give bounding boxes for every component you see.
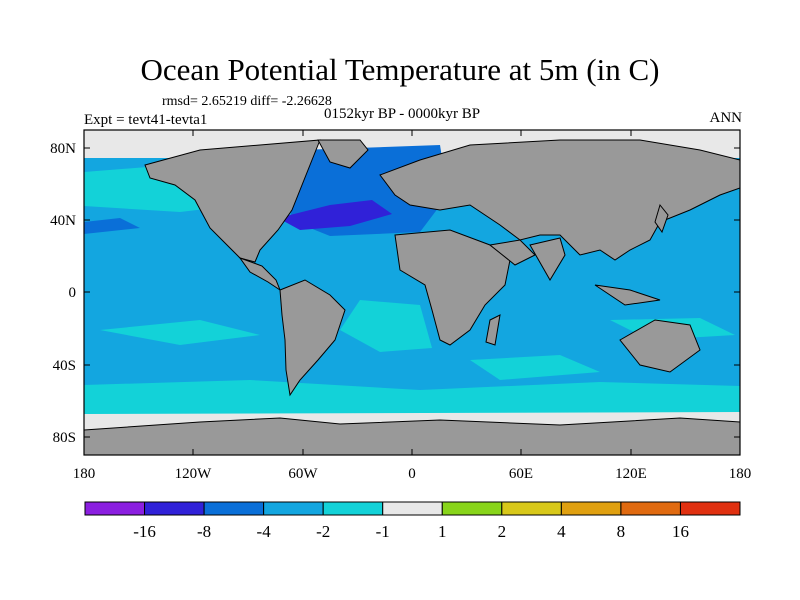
- colorbar-box: [679, 501, 741, 516]
- colorbar-labels: -16 -8 -4 -2 -1 1 2 4 8 16: [133, 522, 689, 541]
- north-america: [144, 139, 321, 263]
- north-pacific-cooling: [84, 218, 140, 234]
- colorbar-box: [263, 501, 324, 516]
- y-tick-label: 80N: [50, 141, 76, 157]
- colorbar-box: [144, 501, 205, 516]
- colorbar-label: -1: [376, 522, 390, 541]
- australia: [619, 319, 701, 373]
- y-tick-label: 40S: [53, 358, 76, 374]
- india: [529, 237, 566, 281]
- colorbar-label: 16: [672, 522, 689, 541]
- colorbar-label: -4: [257, 522, 272, 541]
- indonesia: [594, 284, 661, 306]
- land: [84, 139, 740, 455]
- colorbar-label: 4: [557, 522, 566, 541]
- colorbar-label: 8: [617, 522, 626, 541]
- colorbar-box: [203, 501, 265, 516]
- x-tick-label: 180: [73, 466, 96, 482]
- x-tick-labels: 180 120W 60W 0 60E 120E 180: [73, 466, 752, 482]
- colorbar-boxes: [84, 501, 741, 516]
- colorbar-box: [501, 501, 562, 516]
- antarctica: [84, 417, 740, 455]
- colorbar-label: -8: [197, 522, 211, 541]
- y-tick-labels: 80N 40N 0 40S 80S: [50, 141, 76, 446]
- tropical-atlantic-cyan: [340, 300, 432, 352]
- x-tick-label: 120W: [175, 466, 213, 482]
- y-tick-label: 80S: [53, 430, 76, 446]
- x-tick-label: 0: [408, 466, 416, 482]
- period-label: 0152kyr BP - 0000kyr BP: [324, 106, 481, 122]
- plot-title: Ocean Potential Temperature at 5m (in C): [140, 52, 660, 87]
- season-label: ANN: [709, 110, 743, 126]
- colorbar-label: 2: [498, 522, 507, 541]
- colorbar-label: -2: [316, 522, 330, 541]
- pacific-cyan-1: [100, 320, 260, 345]
- experiment-label: Expt = tevt41-tevta1: [84, 112, 208, 128]
- eurasia: [379, 139, 740, 261]
- stats-text: rmsd= 2.65219 diff= -2.26628: [162, 94, 332, 109]
- x-tick-label: 180: [729, 466, 752, 482]
- south-america: [279, 279, 346, 397]
- madagascar: [485, 314, 501, 346]
- y-tick-label: 0: [69, 285, 77, 301]
- colorbar-label: -16: [133, 522, 156, 541]
- greenland: [317, 139, 369, 169]
- x-axis: [83, 130, 741, 455]
- colorbar-box: [322, 501, 384, 516]
- arabia: [488, 239, 536, 266]
- colorbar-box: [84, 501, 146, 516]
- colorbar-box: [620, 501, 681, 516]
- x-tick-label: 120E: [615, 466, 647, 482]
- indian-cyan: [470, 355, 600, 380]
- japan: [654, 203, 669, 234]
- y-axis: [84, 147, 740, 438]
- x-tick-label: 60W: [288, 466, 318, 482]
- colorbar-box: [441, 501, 503, 516]
- colorbar-box: [382, 501, 443, 516]
- x-tick-label: 60E: [509, 466, 533, 482]
- southern-cyan-band: [84, 380, 740, 414]
- colorbar-label: 1: [438, 522, 447, 541]
- y-tick-label: 40N: [50, 213, 76, 229]
- gulf-stream-strong: [278, 200, 392, 230]
- colorbar-box: [560, 501, 622, 516]
